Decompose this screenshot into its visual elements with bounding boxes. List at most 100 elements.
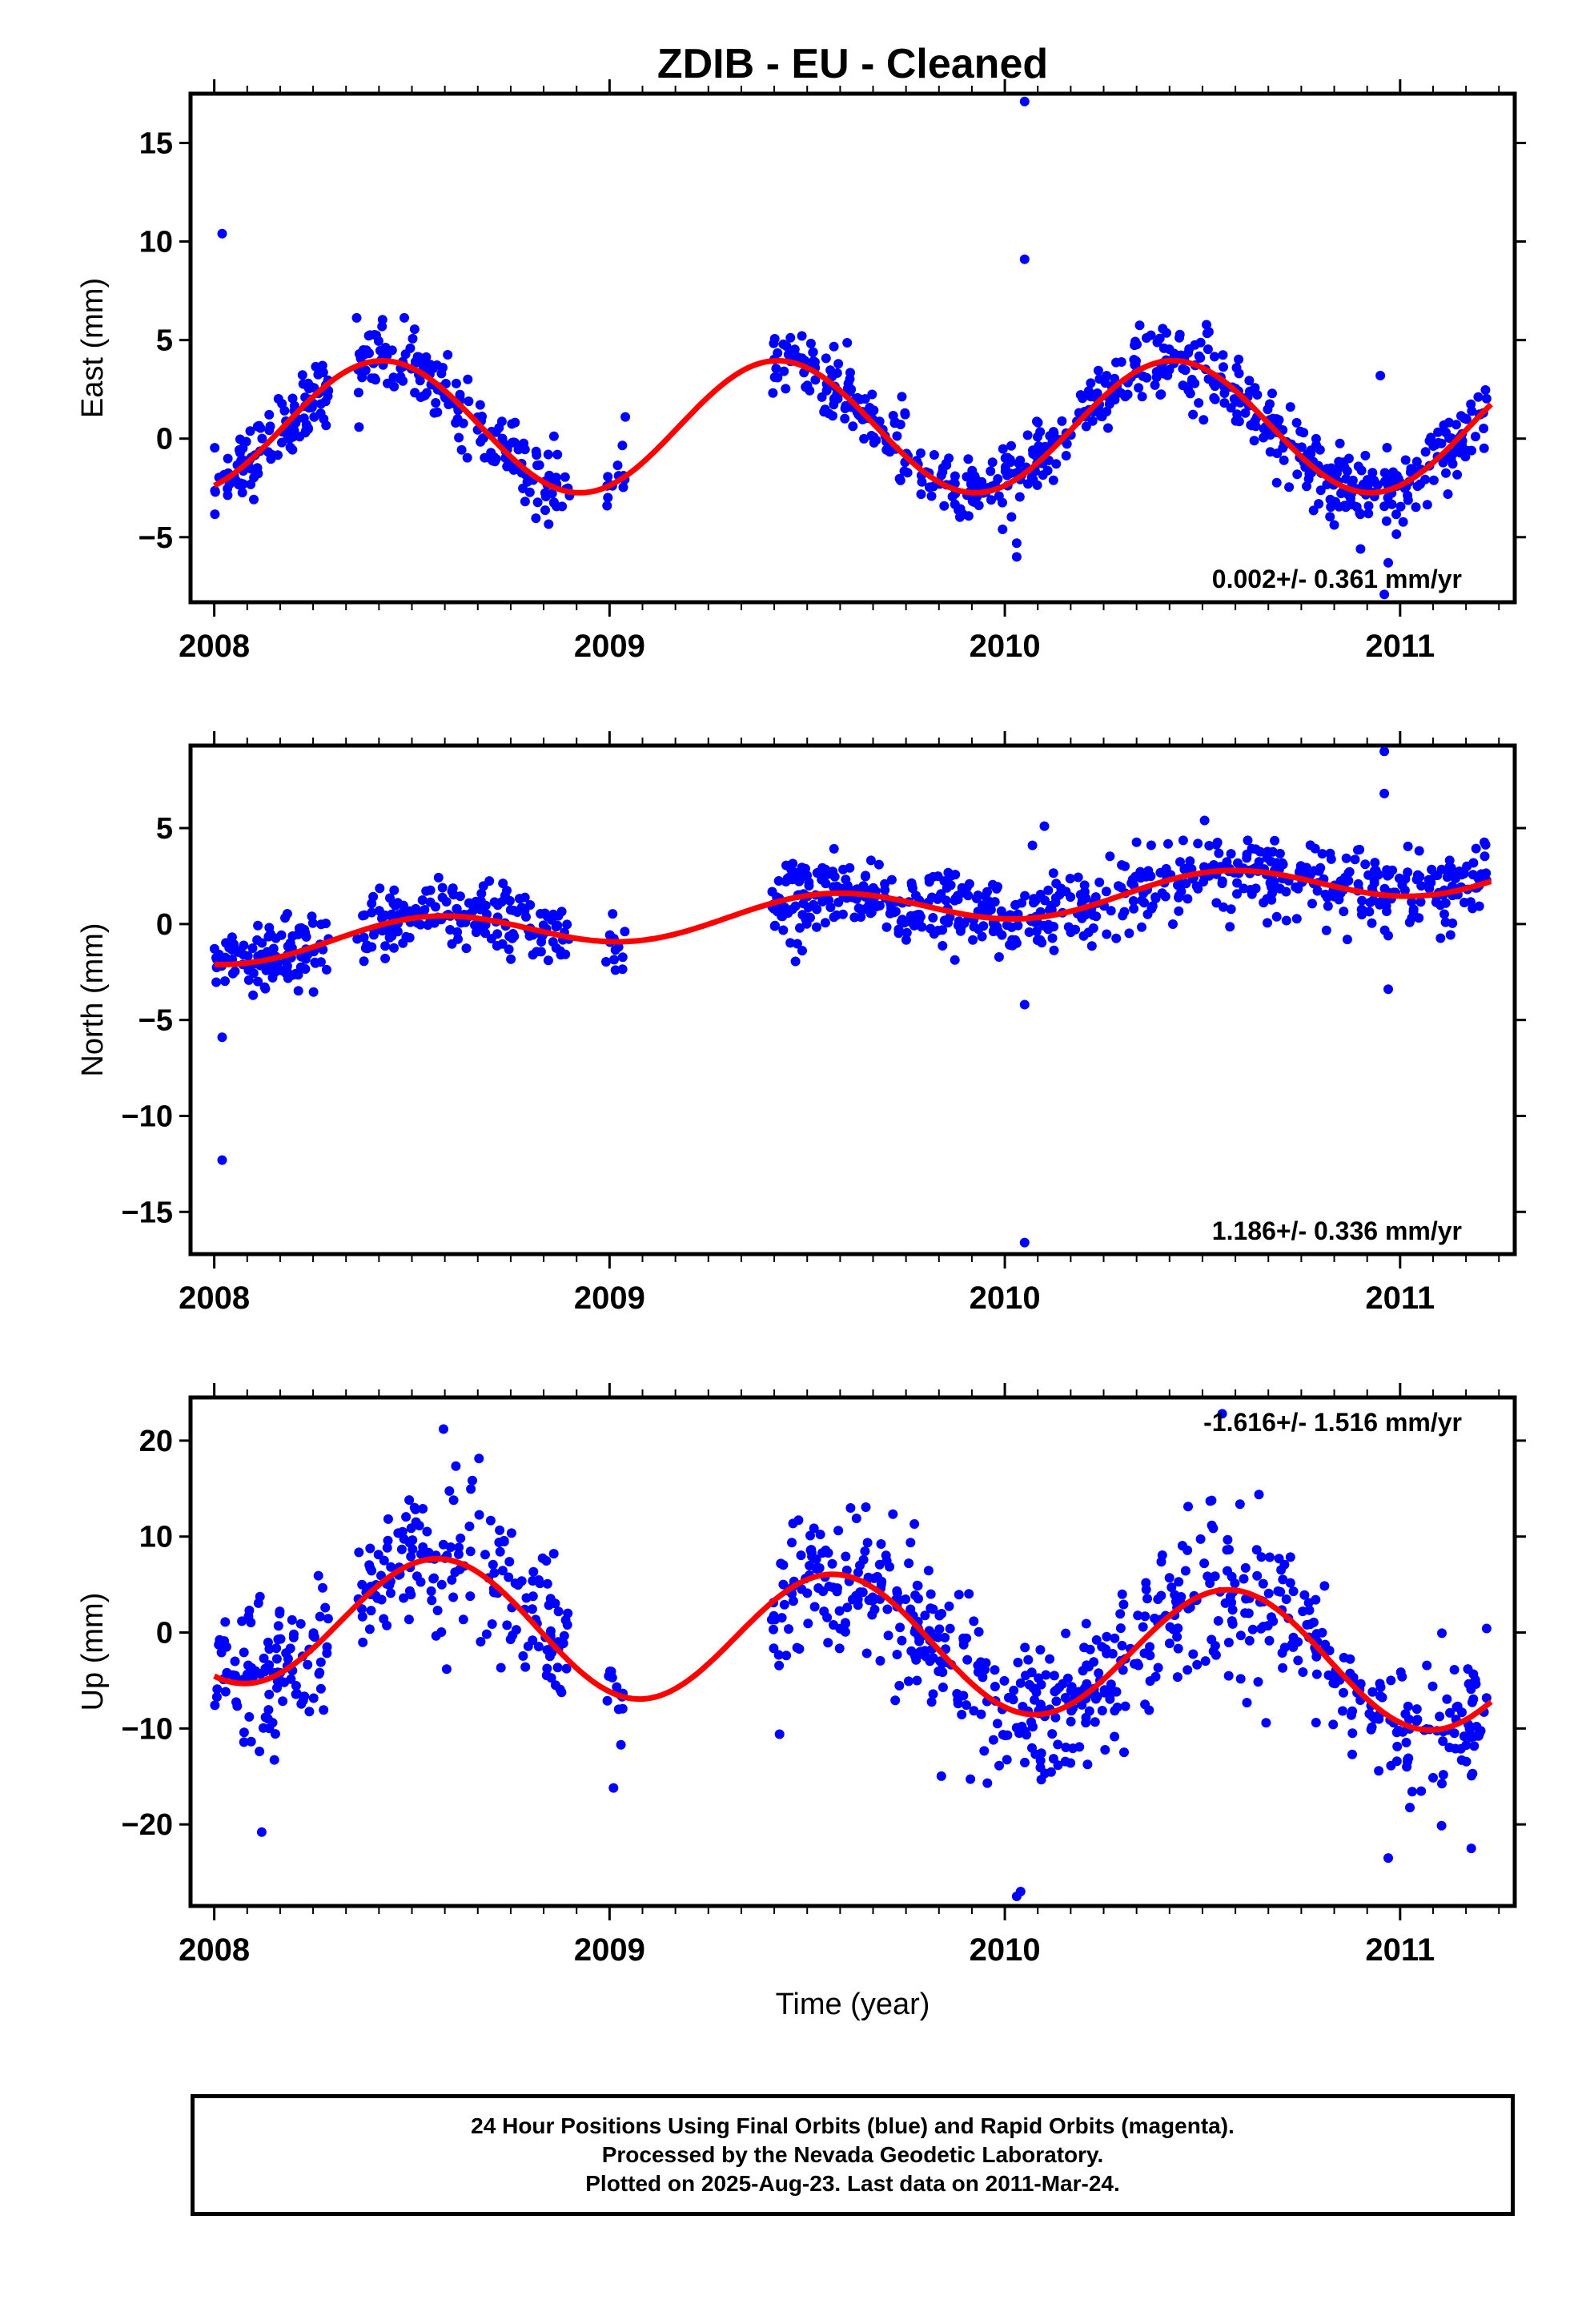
data-point [966,479,976,489]
data-point [1288,1586,1299,1597]
data-point [958,509,968,520]
data-point [1086,378,1096,388]
data-point [1243,1608,1254,1618]
data-point [418,1542,428,1552]
data-point [1203,1571,1213,1582]
data-point [1277,1648,1287,1658]
data-point [1115,1609,1126,1619]
data-point [1013,1658,1023,1667]
data-point [1311,1669,1322,1679]
data-point [823,1638,833,1648]
data-point [1287,1639,1297,1650]
outlier-point [1466,1844,1476,1854]
data-point [894,1595,905,1606]
data-point [1479,443,1489,453]
data-point [797,946,807,956]
data-point [813,1583,824,1593]
data-point [1339,907,1349,917]
data-point [1435,1711,1445,1722]
data-point [934,1610,945,1621]
data-point [892,431,902,441]
data-point [1407,464,1418,475]
data-point [940,1632,950,1642]
data-point [1028,1683,1038,1693]
data-point [313,1570,323,1581]
data-point [224,479,235,489]
data-point [862,1538,873,1548]
data-point [1340,872,1350,883]
data-point [367,907,377,918]
data-point [1317,1627,1327,1638]
data-point [905,1538,916,1548]
data-point [1020,891,1030,901]
data-point [829,341,839,352]
data-point [1350,854,1360,865]
data-point [1247,420,1257,431]
data-point [1077,913,1087,923]
data-point [1412,870,1423,880]
data-point [444,1486,455,1496]
data-point [837,909,848,919]
data-point [1002,1730,1013,1740]
data-point [1053,1739,1063,1750]
data-point [1087,416,1098,426]
data-point [612,460,623,471]
data-point [1174,332,1184,343]
data-point [484,876,495,887]
data-point [781,876,791,887]
data-point [841,1551,851,1562]
data-point [789,344,800,355]
data-point [1145,1676,1155,1687]
data-point [992,1719,1002,1729]
data-point [410,1504,420,1514]
data-point [273,1621,283,1631]
data-point [248,968,259,979]
data-point [771,364,781,374]
data-point [375,883,385,894]
data-point [617,964,628,975]
data-point [249,472,259,483]
data-point [1428,1772,1438,1783]
data-point [769,334,780,344]
data-point [1468,1669,1479,1679]
data-point [1256,1552,1267,1562]
data-point [1329,520,1339,530]
data-point [461,943,472,954]
data-point [1311,1594,1321,1605]
data-point [962,472,972,482]
data-point [1062,439,1072,449]
data-point [804,877,814,887]
data-point [845,368,855,378]
data-point [437,883,448,893]
data-point [769,1643,779,1654]
data-point [999,1675,1010,1686]
data-point [1057,416,1067,426]
data-point [405,343,416,353]
data-point [267,1718,278,1728]
data-point [1227,1605,1238,1615]
data-point [1091,1634,1102,1645]
data-point [495,1525,505,1535]
data-point [1403,867,1413,878]
data-point [833,359,844,369]
data-point [1433,427,1443,437]
data-point [396,372,406,382]
data-point [1382,907,1391,916]
data-point [1251,1545,1262,1555]
data-point [303,1659,313,1670]
data-point [851,1514,861,1523]
data-point [239,437,249,448]
data-point [909,1651,920,1661]
data-point [1252,1570,1263,1581]
data-point [453,1549,464,1559]
data-point [1153,1663,1163,1673]
y-tick-label: 10 [139,226,173,259]
data-point [1407,897,1417,907]
data-point [243,975,254,985]
data-point [612,1682,622,1692]
data-point [1265,1552,1275,1562]
data-point [1232,878,1243,888]
data-point [994,491,1004,501]
data-point [794,876,805,887]
data-point [827,369,837,380]
